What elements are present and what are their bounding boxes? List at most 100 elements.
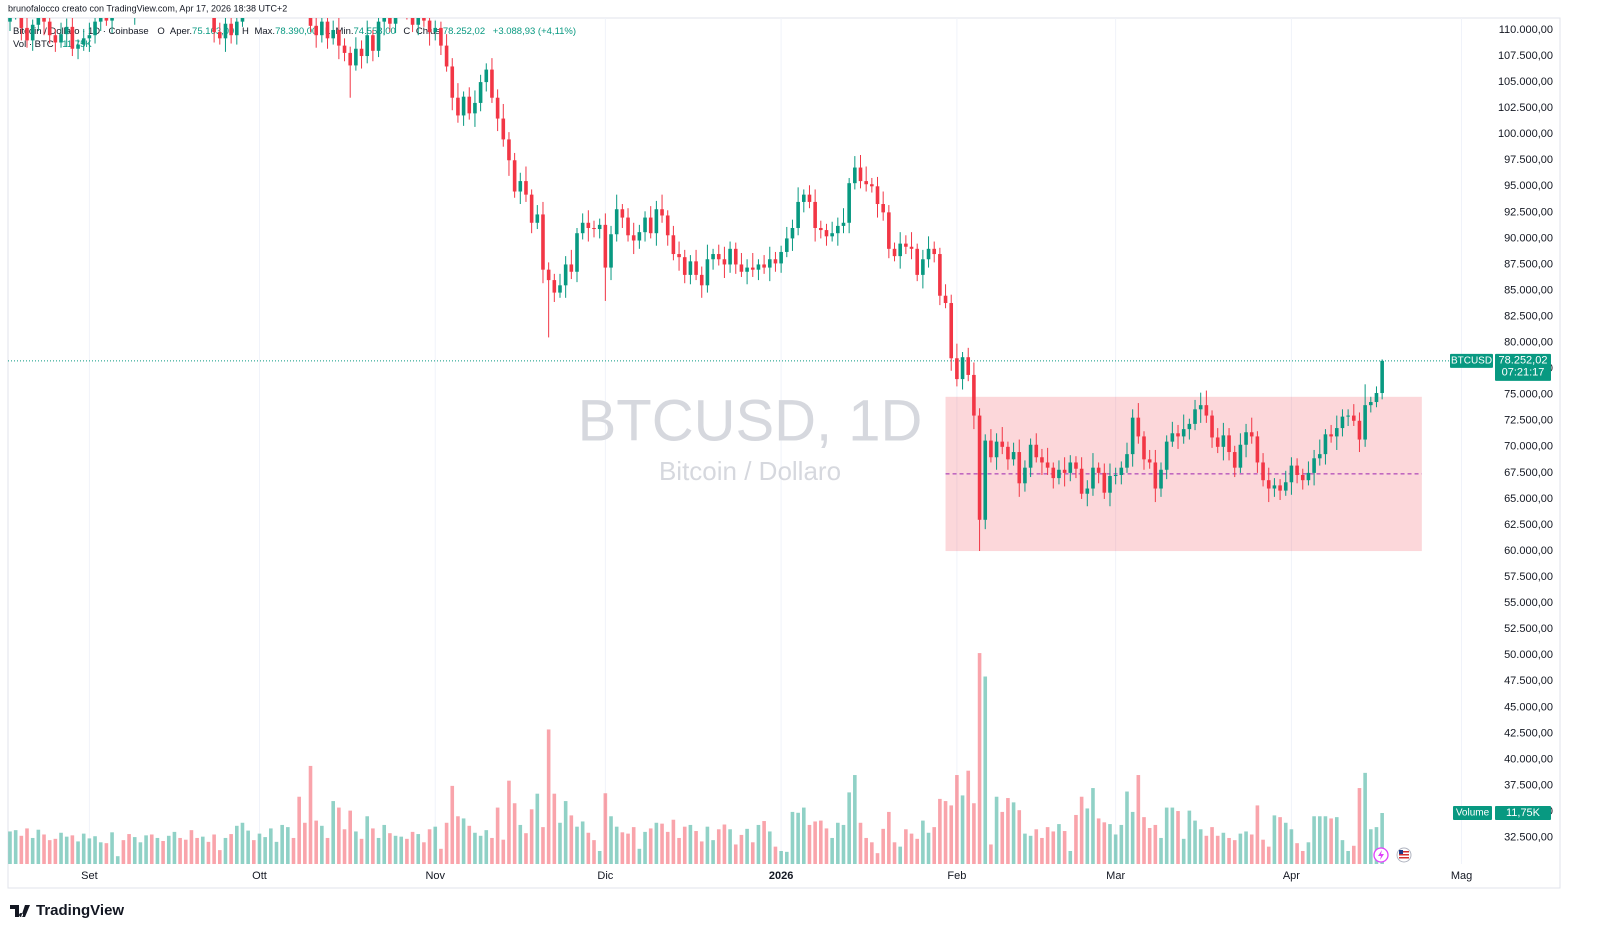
candle-body (716, 254, 721, 260)
candle-body (1193, 409, 1197, 424)
volume-bar (932, 827, 937, 864)
volume-bar (575, 826, 579, 864)
candle-body (875, 186, 880, 205)
volume-bar (1369, 829, 1373, 864)
volume-bar (926, 832, 931, 864)
volume-bar (552, 793, 557, 864)
candle-body (943, 295, 948, 304)
candle-body (1147, 459, 1152, 463)
y-tick-label: 57.500,00 (1504, 571, 1553, 583)
candle-body (1300, 474, 1305, 481)
volume-bar (1193, 820, 1197, 864)
volume-bar (569, 815, 574, 864)
volume-bar (1011, 802, 1016, 864)
volume-bar (966, 770, 971, 864)
volume-bar (824, 828, 829, 864)
candle-body (1068, 462, 1073, 473)
volume-bar (291, 837, 296, 864)
candle-body (1113, 474, 1118, 477)
volume-bar (132, 837, 137, 864)
volume-bar (1006, 798, 1010, 864)
candle-body (8, 18, 12, 22)
candle-body (654, 209, 659, 234)
volume-bar (223, 837, 228, 864)
chart-frame (7, 17, 1561, 889)
candle-body (229, 23, 233, 36)
candle-body (1312, 458, 1316, 473)
volume-bar (1164, 807, 1169, 864)
candle-body (580, 222, 585, 234)
volume-bar (909, 833, 914, 864)
candle-body (1215, 437, 1220, 447)
candle-body (1125, 454, 1129, 468)
volume-bar (694, 831, 698, 864)
candle-body (1210, 415, 1214, 438)
flag-canton (1399, 850, 1403, 854)
candle-body (1108, 476, 1112, 493)
volume-bar (195, 837, 199, 864)
candle-body (30, 24, 35, 41)
candle-body (507, 139, 511, 161)
volume-bar (1215, 835, 1220, 864)
volume-bar (1142, 817, 1146, 864)
volume-bar (87, 838, 92, 864)
volume-bar (1306, 842, 1311, 864)
volume-bar (144, 835, 148, 864)
candle-body (240, 18, 245, 22)
volume-bar (960, 795, 965, 864)
candle-body (1255, 436, 1260, 463)
volume-bar (473, 832, 477, 864)
volume-bar (1340, 840, 1345, 864)
volume-bar (541, 827, 545, 864)
volume-bar (643, 831, 647, 864)
volume-bar (756, 824, 761, 864)
volume-bar (524, 833, 528, 864)
volume-bar (1181, 838, 1186, 864)
candle-body (467, 96, 472, 114)
volume-bar (773, 846, 778, 864)
volume-tag (1453, 806, 1492, 821)
volume-bar (558, 822, 562, 864)
volume-tag-text: Volume (1456, 808, 1490, 819)
candle-body (484, 69, 489, 83)
candle-body (1329, 434, 1333, 437)
volume-bar (183, 839, 188, 864)
candle-body (603, 224, 608, 268)
volume-bar (1300, 850, 1305, 864)
volume-bar (320, 825, 324, 864)
volume-bar (382, 824, 387, 864)
volume-bar (631, 827, 636, 864)
candle-body (1181, 429, 1186, 437)
candle-body (456, 97, 460, 116)
volume-bar (858, 822, 863, 864)
volume-bar (422, 842, 426, 864)
volume-bar (887, 811, 891, 864)
volume-bar (376, 837, 381, 864)
volume-bar (30, 837, 35, 864)
candle-body (671, 235, 676, 255)
volume-bar (149, 834, 154, 864)
candle-body (1380, 360, 1384, 394)
y-tick-label: 62.500,00 (1504, 519, 1553, 531)
volume-bar (1147, 827, 1152, 864)
candle-body (1187, 423, 1192, 430)
candle-body (98, 18, 103, 22)
volume-pane (8, 653, 1384, 864)
y-tick-label: 45.000,00 (1504, 701, 1553, 713)
candle-body (722, 259, 727, 265)
candle-body (830, 233, 834, 237)
candle-body (614, 209, 619, 235)
candle-body (586, 222, 591, 228)
candle-body (1142, 436, 1146, 460)
candle-body (660, 209, 664, 216)
volume-bar (212, 834, 216, 864)
volume-bar (1170, 807, 1175, 864)
volume-bar (705, 826, 710, 864)
volume-bar (671, 819, 676, 864)
candle-body (949, 303, 954, 359)
candle-body (592, 227, 596, 230)
volume-bar (269, 828, 273, 864)
candle-body (1057, 469, 1061, 479)
candle-body (19, 18, 24, 28)
